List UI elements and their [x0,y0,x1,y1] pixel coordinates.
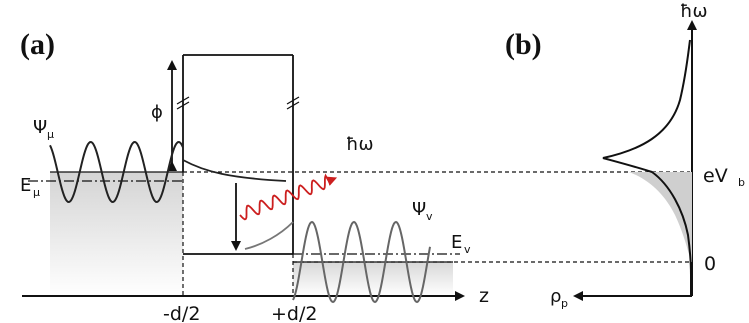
e-nu-label: E [451,232,462,253]
panel-b-label: (b) [505,28,542,61]
photon-wave [239,173,338,221]
panel-a-label: (a) [20,28,55,61]
e-mu-sub: μ [33,186,40,199]
wave-psi-mu-decay [182,159,287,182]
minus-d2-label: -d/2 [163,303,200,323]
wave-psi-nu [292,220,431,304]
barrier-break-right-2 [286,101,300,110]
phi-label: ϕ [151,102,163,123]
psi-mu-sub: μ [47,128,54,141]
wave-psi-nu-decay [244,221,294,250]
b-axis-label: ħω [680,1,708,22]
ev-b-sub: b [738,176,745,189]
zero-label: 0 [704,253,716,275]
rho-sub: p [561,297,568,310]
psi-nu-sub: v [426,210,433,223]
photon-label: ħω [346,134,374,155]
barrier-break-left-1 [176,96,190,105]
plus-d2-label: +d/2 [271,303,317,323]
left-electrode-fill [50,172,183,296]
psi-nu-label: Ψ [412,199,426,220]
z-axis-label: z [479,285,489,307]
wave-psi-mu [49,140,184,204]
rho-label: ρ [550,286,561,307]
b-spectral-curve [602,39,692,296]
e-nu-sub: v [464,243,471,256]
psi-mu-label: Ψ [33,117,47,138]
e-mu-label: E [20,175,31,196]
b-filled-region [629,172,692,262]
barrier-break-right-1 [286,96,300,105]
barrier-break-left-2 [176,101,190,110]
right-electrode-fill [293,262,453,296]
ev-b-label: eV [703,165,728,187]
